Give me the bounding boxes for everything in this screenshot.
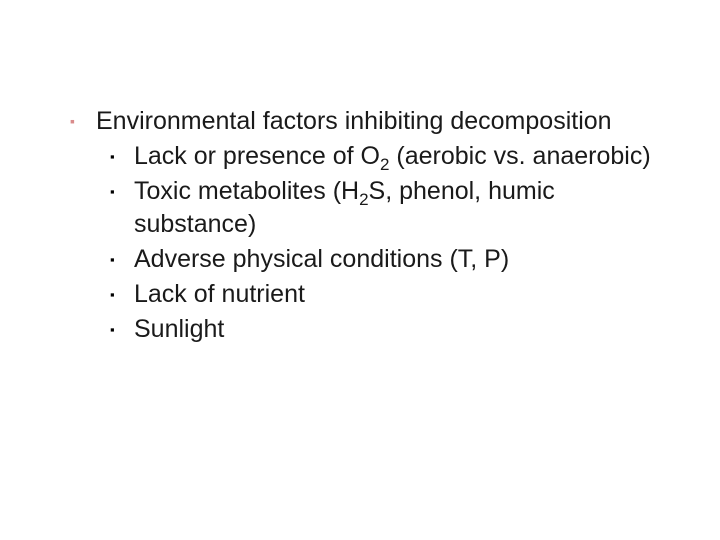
text-pre: Toxic metabolites (H xyxy=(134,177,359,205)
item-text: Adverse physical conditions (T, P) xyxy=(134,243,509,276)
sublist: ▪ Lack or presence of O2 (aerobic vs. an… xyxy=(68,140,680,346)
text-pre: Lack or presence of O xyxy=(134,142,380,170)
list-item-level2: ▪ Adverse physical conditions (T, P) xyxy=(108,243,680,276)
bullet-icon: ▪ xyxy=(68,104,96,138)
item-text: Toxic metabolites (H2S, phenol, humic su… xyxy=(134,175,680,241)
item-text: Lack or presence of O2 (aerobic vs. anae… xyxy=(134,140,651,173)
bullet-icon: ▪ xyxy=(108,313,134,346)
text-pre: Sunlight xyxy=(134,315,224,343)
text-pre: Adverse physical conditions (T, P) xyxy=(134,245,509,273)
bullet-icon: ▪ xyxy=(108,175,134,208)
list-item-level2: ▪ Sunlight xyxy=(108,313,680,346)
text-subscript: 2 xyxy=(359,190,368,209)
list-item-level2: ▪ Toxic metabolites (H2S, phenol, humic … xyxy=(108,175,680,241)
item-text: Lack of nutrient xyxy=(134,278,305,311)
text-post: (aerobic vs. anaerobic) xyxy=(389,142,650,170)
list-item-level2: ▪ Lack or presence of O2 (aerobic vs. an… xyxy=(108,140,680,173)
slide-body: ▪ Environmental factors inhibiting decom… xyxy=(0,0,720,540)
item-text: Sunlight xyxy=(134,313,224,346)
list-item-level1: ▪ Environmental factors inhibiting decom… xyxy=(68,104,680,138)
bullet-icon: ▪ xyxy=(108,243,134,276)
text-pre: Lack of nutrient xyxy=(134,280,305,308)
bullet-icon: ▪ xyxy=(108,140,134,173)
bullet-icon: ▪ xyxy=(108,278,134,311)
heading-text: Environmental factors inhibiting decompo… xyxy=(96,104,612,138)
list-item-level2: ▪ Lack of nutrient xyxy=(108,278,680,311)
